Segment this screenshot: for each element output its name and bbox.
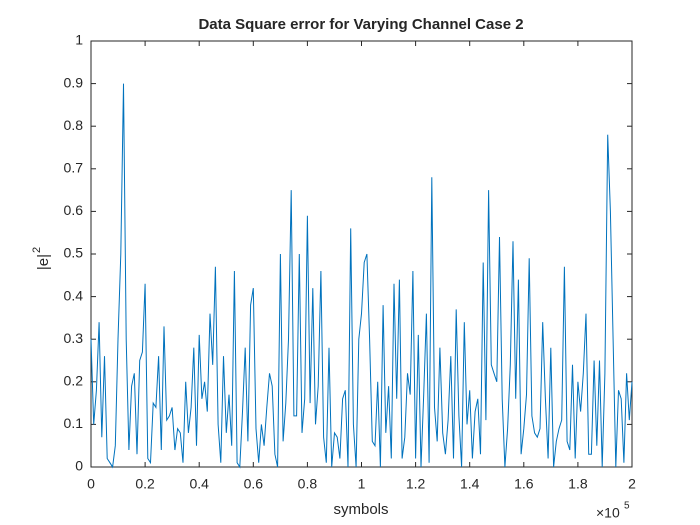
y-tick-label: 1 [75, 32, 83, 48]
y-axis-label-group: |e| 2 [31, 247, 52, 270]
y-tick-label: 0.8 [64, 117, 84, 133]
y-tick-label: 0.9 [64, 74, 84, 90]
plot-box [90, 40, 633, 468]
y-tick-label: 0.6 [64, 202, 84, 218]
y-tick-label: 0.1 [64, 415, 84, 431]
x-tick-label: 0.4 [189, 476, 209, 492]
chart-title: Data Square error for Varying Channel Ca… [198, 16, 523, 33]
x-multiplier-exponent: 5 [624, 501, 630, 512]
y-tick-label: 0.5 [64, 245, 84, 261]
x-tick-label: 0 [87, 476, 95, 492]
x-axis-label: symbols [333, 501, 388, 518]
x-tick-label: 0.6 [244, 476, 264, 492]
x-tick-label: 1.8 [568, 476, 588, 492]
y-axis-label-superscript: 2 [31, 247, 43, 253]
x-tick-label: 0.2 [135, 476, 155, 492]
y-tick-label: 0.7 [64, 160, 84, 176]
y-tick-label: 0.3 [64, 330, 84, 346]
y-axis-label: |e| [35, 254, 52, 270]
data-line [90, 83, 633, 469]
y-tick-label: 0.2 [64, 373, 84, 389]
x-tick-label: 0.8 [298, 476, 318, 492]
x-tick-label: 2 [628, 476, 636, 492]
x-tick-label: 1.4 [460, 476, 480, 492]
x-tick-label: 1.2 [406, 476, 426, 492]
x-multiplier: ×10 [596, 505, 620, 521]
x-tick-label: 1.6 [514, 476, 534, 492]
y-tick-label: 0.4 [64, 287, 84, 303]
x-tick-label: 1 [358, 476, 366, 492]
y-tick-label: 0 [75, 458, 83, 474]
